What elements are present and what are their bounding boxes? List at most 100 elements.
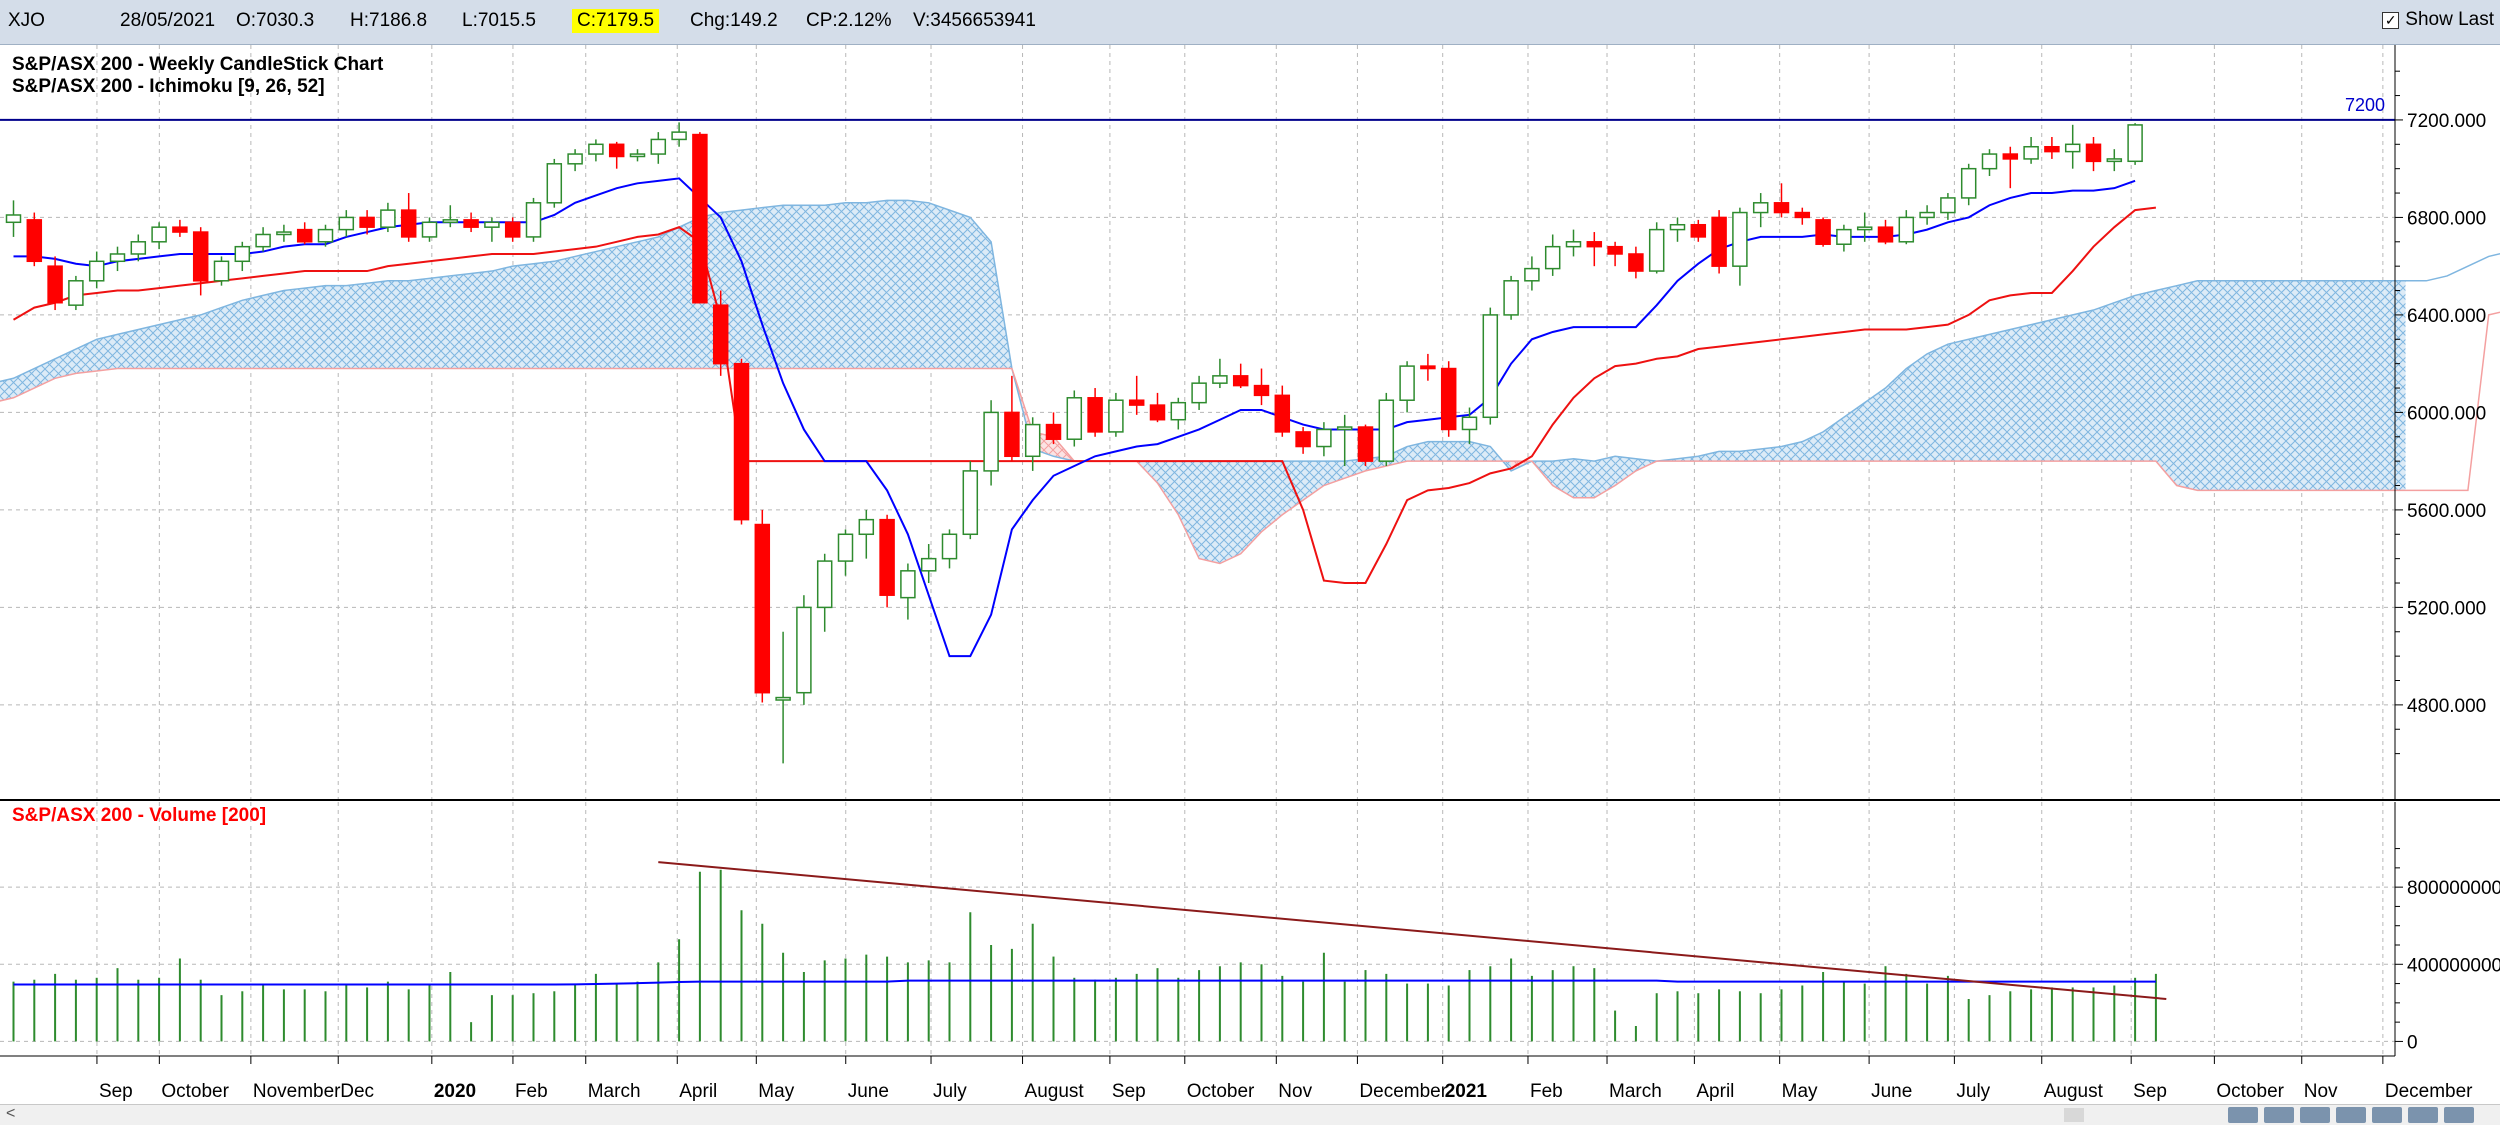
candle-up bbox=[1565, 241, 1582, 248]
candle-down bbox=[1232, 375, 1249, 387]
x-tick-label: July bbox=[1956, 1081, 1990, 1102]
candle-up bbox=[525, 202, 542, 238]
candle-down bbox=[1004, 411, 1020, 458]
x-tick-label: October bbox=[2216, 1081, 2284, 1102]
candle-up bbox=[1856, 226, 1873, 231]
price-chart-title: S&P/ASX 200 - Weekly CandleStick Chart bbox=[12, 54, 384, 75]
cloud-bull-segment bbox=[1199, 461, 1220, 564]
cloud-bull-segment bbox=[2197, 280, 2219, 491]
scroll-left-icon[interactable]: < bbox=[6, 1105, 16, 1122]
cloud-bull-segment bbox=[159, 319, 180, 369]
candles bbox=[5, 122, 2143, 764]
candle-down bbox=[172, 226, 188, 233]
cloud-bull-segment bbox=[304, 285, 326, 369]
candle-down bbox=[463, 219, 479, 228]
x-tick-label: March bbox=[1609, 1081, 1662, 1102]
show-last-toggle[interactable]: ✓ Show Last bbox=[2382, 7, 2494, 33]
candle-down bbox=[692, 133, 708, 304]
candle-down bbox=[1607, 245, 1623, 255]
expand-icon[interactable] bbox=[2300, 1107, 2330, 1123]
x-tick-label: 2020 bbox=[434, 1081, 476, 1102]
cloud-bull-segment bbox=[616, 241, 638, 369]
x-tick-label: August bbox=[2044, 1081, 2104, 1102]
candle-up bbox=[1316, 428, 1332, 448]
candle-down bbox=[1274, 394, 1291, 433]
candle-up bbox=[1378, 399, 1395, 462]
stock-chart[interactable]: 7200 7200.000 6800.000 6400.000 6000.000 560… bbox=[0, 45, 2500, 1103]
candle-up bbox=[837, 533, 854, 562]
candle-down bbox=[2044, 145, 2060, 153]
show-last-label: Show Last bbox=[2405, 9, 2494, 30]
cloud-bull-segment bbox=[75, 339, 97, 374]
first-page-icon[interactable] bbox=[2372, 1107, 2402, 1123]
cloud-bull-segment bbox=[2114, 295, 2136, 462]
candle-up bbox=[920, 557, 937, 572]
candle-down bbox=[608, 143, 625, 158]
candle-up bbox=[1752, 202, 1769, 214]
horizontal-scrollbar[interactable]: < bbox=[0, 1104, 2500, 1125]
cloud-bull-segment bbox=[907, 200, 929, 369]
cloud-bull-segment bbox=[1719, 451, 1740, 462]
change-pct-label: CP:2.12% bbox=[806, 10, 892, 31]
candle-down bbox=[733, 362, 750, 521]
prev-page-icon[interactable] bbox=[2408, 1107, 2438, 1123]
candle-up bbox=[1399, 365, 1415, 401]
candle-up bbox=[213, 260, 230, 282]
cloud-bull-segment bbox=[2072, 310, 2094, 462]
candle-down bbox=[296, 228, 313, 243]
x-tick-label: December bbox=[1359, 1081, 1447, 1102]
cloud-bull-segment bbox=[845, 202, 867, 369]
candle-up bbox=[1940, 197, 1956, 214]
x-tick-label: March bbox=[588, 1081, 641, 1102]
x-tick-label: Nov bbox=[1278, 1081, 1312, 1102]
cloud-bull-segment bbox=[1760, 446, 1782, 462]
candle-up bbox=[650, 138, 667, 155]
resistance-label: 7200 bbox=[2345, 95, 2385, 115]
cloud-bull-segment bbox=[533, 261, 555, 369]
volume-trendline bbox=[658, 861, 2167, 1000]
cloud-bull-segment bbox=[179, 314, 201, 369]
compress-icon[interactable] bbox=[2336, 1107, 2366, 1123]
cloud-bull-segment bbox=[138, 324, 160, 369]
candle-up bbox=[1191, 382, 1207, 404]
candle-up bbox=[1669, 223, 1686, 231]
candle-down bbox=[47, 265, 63, 304]
cloud-bull-segment bbox=[2093, 302, 2115, 462]
x-tick-label: Feb bbox=[515, 1081, 548, 1102]
candle-up bbox=[900, 570, 916, 599]
cloud-bull-segment bbox=[1178, 461, 1200, 559]
scroll-thumb[interactable] bbox=[2064, 1108, 2084, 1122]
candle-up bbox=[567, 153, 583, 165]
zoom-in-icon[interactable] bbox=[2264, 1107, 2294, 1123]
x-tick-label: Feb bbox=[1530, 1081, 1563, 1102]
cloud-bull-segment bbox=[658, 227, 680, 369]
x-tick-label: Sep bbox=[1112, 1081, 1146, 1102]
cloud-bull-segment bbox=[1303, 461, 1324, 501]
candle-down bbox=[1149, 404, 1166, 421]
x-tick-label: April bbox=[679, 1081, 717, 1102]
candle-up bbox=[588, 143, 604, 155]
next-page-icon[interactable] bbox=[2444, 1107, 2474, 1123]
cloud-bull-segment bbox=[1947, 339, 1969, 462]
candle-down bbox=[1711, 216, 1727, 267]
candle-up bbox=[629, 153, 646, 158]
candle-up bbox=[1482, 314, 1499, 419]
cloud-bull-segment bbox=[554, 256, 576, 369]
x-tick-label: May bbox=[758, 1081, 794, 1102]
candle-up bbox=[941, 533, 958, 560]
cloud-bull-segment bbox=[1157, 461, 1179, 515]
candle-up bbox=[1108, 399, 1124, 433]
cloud-bull-segment bbox=[1989, 329, 2011, 462]
volume-label: V:3456653941 bbox=[913, 10, 1036, 31]
candle-down bbox=[1815, 219, 1831, 245]
candle-down bbox=[1794, 211, 1811, 219]
zoom-out-icon[interactable] bbox=[2228, 1107, 2258, 1123]
price-tick-label: 6000.000 bbox=[2407, 403, 2486, 424]
candle-up bbox=[983, 411, 999, 472]
cloud-bull-segment bbox=[1219, 461, 1241, 564]
candle-down bbox=[879, 518, 895, 596]
cloud-bull-segment bbox=[762, 205, 784, 369]
cloud-bull-segment bbox=[200, 307, 222, 369]
show-last-checkbox[interactable]: ✓ bbox=[2382, 11, 2400, 29]
